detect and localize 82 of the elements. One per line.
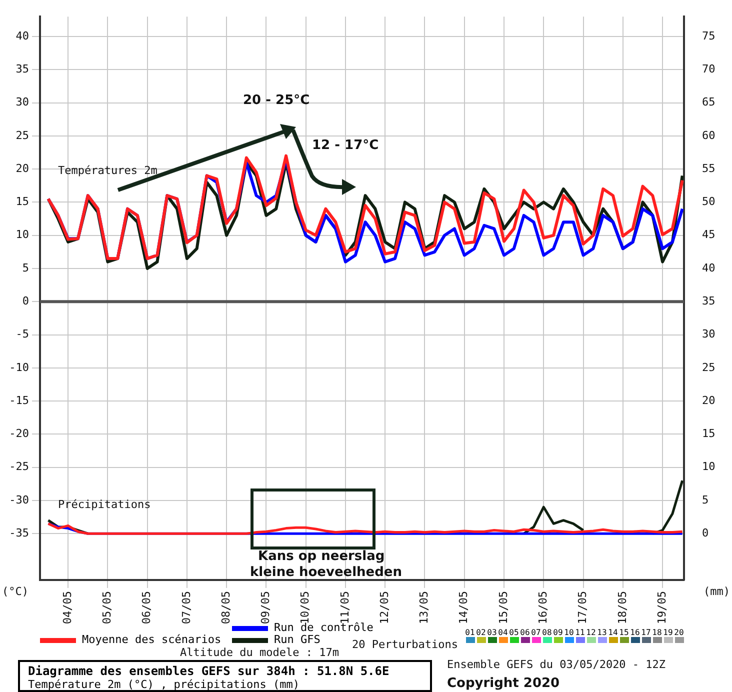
annotation: 12 - 17°C <box>312 138 379 153</box>
legend-label: Run GFS <box>274 633 320 646</box>
text: 01 <box>465 628 475 637</box>
y2-tick-label: 25 <box>702 360 716 374</box>
x-tick-label: 15/05 <box>496 591 510 624</box>
x-tick-label: 08/05 <box>219 591 232 624</box>
y2-tick-label: 5 <box>702 493 709 506</box>
y2-tick-label: 50 <box>702 195 716 208</box>
annotation: 20 - 25°C <box>243 93 310 108</box>
text: 17 <box>641 628 651 637</box>
y-tick-label: 15 <box>16 195 29 208</box>
text: 16 <box>630 628 640 637</box>
text: 02 <box>476 628 486 637</box>
text: 18 <box>652 628 662 637</box>
text: 03 <box>487 628 497 637</box>
text: 06 <box>520 628 530 637</box>
y-tick-label: -10 <box>9 360 29 374</box>
x-tick-label: 09/05 <box>259 591 272 624</box>
text: 20 Perturbations <box>352 638 458 651</box>
y-tick-label: -30 <box>9 493 29 506</box>
y2-tick-label: 10 <box>702 460 716 474</box>
y-tick-label: -5 <box>16 328 29 341</box>
y-tick-label: -15 <box>9 394 29 407</box>
y-tick-label: 0 <box>22 294 29 308</box>
text: Température 2m (°C) , précipitations (mm) <box>28 678 301 691</box>
y2-tick-label: 15 <box>702 427 716 440</box>
y-tick-label: 20 <box>16 162 29 175</box>
y-axis-title: (°C) <box>2 584 28 598</box>
text: 09 <box>553 628 563 637</box>
x-tick-label: 12/05 <box>378 591 391 624</box>
text: 08 <box>542 628 552 637</box>
annotation: kleine hoeveelheden <box>250 565 402 580</box>
text: 07 <box>531 628 541 637</box>
y2-axis-title: (mm) <box>704 584 730 598</box>
text: 13 <box>597 628 607 637</box>
y2-tick-label: 75 <box>702 29 716 42</box>
x-tick-label: 14/05 <box>457 591 470 624</box>
x-tick-label: 18/05 <box>616 591 629 624</box>
text: Diagramme des ensembles GEFS sur 384h : 51.8N 5.6E <box>28 664 390 678</box>
y-tick-label: 40 <box>16 29 29 42</box>
y2-tick-label: 65 <box>702 96 716 109</box>
legend-label: Moyenne des scénarios <box>82 633 222 646</box>
y2-tick-label: 70 <box>702 62 716 76</box>
y-tick-label: 35 <box>16 62 29 76</box>
text: 19 <box>663 628 673 637</box>
y2-tick-label: 35 <box>702 294 716 308</box>
x-tick-label: 16/05 <box>536 591 550 624</box>
text: 12 <box>586 628 596 637</box>
y-tick-label: -35 <box>9 526 29 540</box>
text: 20 <box>674 628 684 637</box>
text: 05 <box>509 628 519 637</box>
y2-tick-label: 45 <box>702 228 716 242</box>
x-tick-label: 19/05 <box>655 591 668 624</box>
y2-tick-label: 55 <box>702 162 716 175</box>
text: Ensemble GEFS du 03/05/2020 - 12Z <box>447 658 666 671</box>
y2-tick-label: 30 <box>702 328 716 341</box>
x-tick-label: 06/05 <box>140 591 154 624</box>
y-tick-label: 5 <box>22 261 29 274</box>
y-tick-label: 30 <box>16 96 29 109</box>
y-tick-label: -20 <box>9 427 29 440</box>
annotation: Températures 2m <box>58 164 158 177</box>
y2-tick-label: 20 <box>702 394 716 407</box>
y-tick-label: 10 <box>16 228 29 242</box>
y2-tick-label: 0 <box>702 526 709 540</box>
y-tick-label: 25 <box>16 128 29 142</box>
text: 11 <box>575 628 585 637</box>
annotation: Précipitations <box>58 498 151 511</box>
y2-tick-label: 40 <box>702 261 716 274</box>
text: 14 <box>608 628 618 637</box>
text: 15 <box>619 628 629 637</box>
x-tick-label: 13/05 <box>418 591 431 624</box>
y-tick-label: -25 <box>9 460 29 474</box>
text: 10 <box>564 628 574 637</box>
x-tick-label: 17/05 <box>576 591 590 624</box>
annotation: Kans op neerslag <box>258 549 385 564</box>
text: 04 <box>498 628 508 637</box>
x-tick-label: 05/05 <box>100 591 114 624</box>
x-tick-label: 04/05 <box>60 591 74 624</box>
text: Altitude du modele : 17m <box>180 646 339 659</box>
text: Copyright 2020 <box>447 676 560 691</box>
x-tick-label: 07/05 <box>180 591 193 624</box>
y2-tick-label: 60 <box>702 128 716 142</box>
